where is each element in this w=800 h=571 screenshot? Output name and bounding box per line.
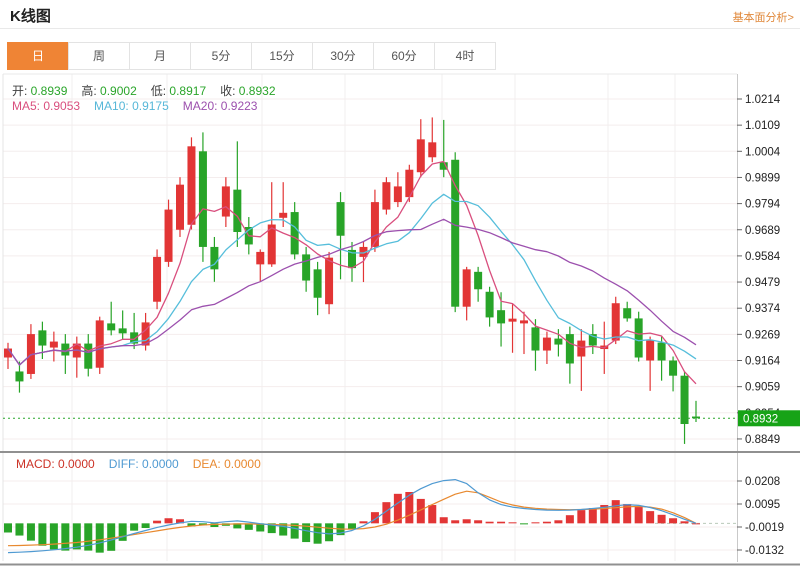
info-item: MA10: 0.9175 xyxy=(94,99,169,113)
macd-axis-label: -0.0019 xyxy=(745,522,784,534)
candles-layer xyxy=(4,117,700,444)
price-axis-label: 0.9374 xyxy=(745,303,781,315)
info-item: 收: 0.8932 xyxy=(220,84,276,98)
macd-info-row: MACD: 0.0000 DIFF: 0.0000 DEA: 0.0000 xyxy=(16,457,275,471)
price-axis-label: 0.9479 xyxy=(745,277,780,289)
price-axis-label: 0.9269 xyxy=(745,329,780,341)
kline-chart-svg[interactable]: 1.0214 1.0109 1.0004 0.9899 0.9794 0.9689 0.95… xyxy=(0,72,800,566)
page-title: K线图 xyxy=(10,8,51,25)
price-axis-label: 0.9059 xyxy=(745,382,780,394)
info-item: 开: 0.8939 xyxy=(12,84,68,98)
price-axis-label: 0.9899 xyxy=(745,172,780,184)
tab-4时[interactable]: 4时 xyxy=(434,42,496,70)
macd-axis-label: 0.0095 xyxy=(745,499,780,511)
current-price-badge-label: 0.8932 xyxy=(743,413,778,425)
macd-axis-label: 0.0208 xyxy=(745,476,780,488)
info-item: MA5: 0.9053 xyxy=(12,99,81,113)
tab-日[interactable]: 日 xyxy=(7,42,69,70)
price-axis-label: 0.9584 xyxy=(745,251,781,263)
info-item: MACD: 0.0000 xyxy=(16,457,95,471)
price-axis-label: 0.9164 xyxy=(745,356,781,368)
tab-5分[interactable]: 5分 xyxy=(190,42,252,70)
ma5-line xyxy=(7,160,697,385)
timeframe-tab-bar: 日周月 5分 15分 30分 60分 4时 xyxy=(7,42,800,70)
ma-info-row: MA5: 0.9053 MA10: 0.9175 MA20: 0.9223 xyxy=(12,99,271,113)
price-axis-label: 1.0109 xyxy=(745,120,780,132)
macd-histogram xyxy=(4,491,700,553)
tab-60分[interactable]: 60分 xyxy=(373,42,435,70)
ohlc-info-row: 开: 0.8939 高: 0.9002 低: 0.8917 收: 0.8932 xyxy=(12,82,290,99)
tab-周[interactable]: 周 xyxy=(68,42,130,70)
macd-axis-label: -0.0132 xyxy=(745,545,784,557)
info-item: MA20: 0.9223 xyxy=(182,99,258,113)
price-axis-label: 0.9794 xyxy=(745,199,781,211)
diff-line xyxy=(7,479,697,554)
info-item: DIFF: 0.0000 xyxy=(108,457,179,471)
tab-30分[interactable]: 30分 xyxy=(312,42,374,70)
page-header: K线图 基本面分析> xyxy=(0,0,800,29)
tab-15分[interactable]: 15分 xyxy=(251,42,313,70)
current-price-badge xyxy=(738,410,800,427)
price-axis-label: 1.0004 xyxy=(745,146,781,158)
info-item: DEA: 0.0000 xyxy=(192,457,261,471)
ma20-line xyxy=(7,218,697,366)
tab-月[interactable]: 月 xyxy=(129,42,191,70)
price-axis-label: 1.0214 xyxy=(745,94,781,106)
fundamental-analysis-link[interactable]: 基本面分析> xyxy=(732,12,794,24)
price-axis-label: 0.9689 xyxy=(745,225,780,237)
info-item: 高: 0.9002 xyxy=(81,84,137,98)
price-axis-label: 0.8849 xyxy=(745,434,780,446)
info-item: 低: 0.8917 xyxy=(150,84,207,98)
chart-area: 开: 0.8939 高: 0.9002 低: 0.8917 收: 0.8932 MA5… xyxy=(0,72,800,571)
